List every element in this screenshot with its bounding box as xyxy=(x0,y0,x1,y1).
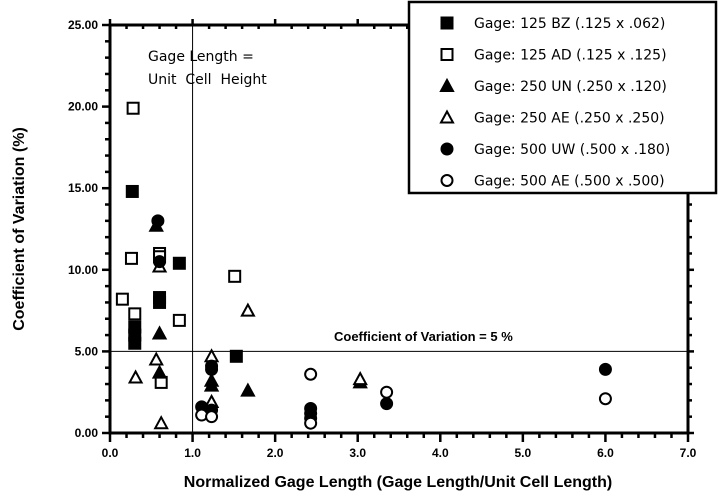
vertical-line-label-1: Gage Length = xyxy=(148,49,254,65)
plot-border xyxy=(108,23,690,435)
legend-entry: Gage: 125 AD (.125 x .125) xyxy=(474,48,667,64)
legend-marker-square-open xyxy=(440,48,454,61)
series-3 xyxy=(127,258,368,430)
legend-entry: Gage: 250 UN (.250 x .120) xyxy=(474,79,667,95)
x-tick-label: 4.0 xyxy=(432,446,449,460)
legend-entry: Gage: 125 BZ (.125 x .062) xyxy=(474,16,665,32)
data-point-circle-open xyxy=(304,367,318,381)
legend-marker-triangle-open xyxy=(439,109,455,124)
y-tick-labels: 0.00 5.00 10.00 15.00 20.00 25.00 xyxy=(68,18,98,440)
x-axis-label: Normalized Gage Length (Gage Length/Unit… xyxy=(184,474,612,491)
plot-frame xyxy=(108,23,690,435)
data-point-triangle-filled xyxy=(151,364,168,379)
data-point-circle-filled xyxy=(153,255,167,269)
y-tick-label: 5.00 xyxy=(75,344,99,358)
data-point-triangle-open xyxy=(240,302,256,317)
x-tick-label: 2.0 xyxy=(267,446,284,460)
data-point-circle-open xyxy=(304,416,318,430)
legend-entry: Gage: 500 AE (.500 x .500) xyxy=(474,174,665,190)
series-2 xyxy=(148,217,368,397)
x-tick-label: 3.0 xyxy=(349,446,366,460)
y-axis-label: Coefficient of Variation (%) xyxy=(11,127,28,331)
y-tick-label: 10.00 xyxy=(68,263,98,277)
x-tick-labels: 0.0 1.0 2.0 3.0 4.0 5.0 6.0 7.0 xyxy=(102,446,697,460)
legend-marker-circle-open xyxy=(440,174,454,187)
data-point-square-filled xyxy=(153,295,167,309)
data-point-square-open xyxy=(228,269,242,283)
data-point-triangle-open xyxy=(352,371,368,386)
data-point-circle-filled xyxy=(151,214,165,228)
data-point-square-filled xyxy=(128,336,142,350)
legend-box xyxy=(407,0,718,195)
x-tick-label: 5.0 xyxy=(515,446,532,460)
x-tick-label: 7.0 xyxy=(680,446,697,460)
data-points xyxy=(115,101,612,430)
legend-marker-square-filled xyxy=(440,16,454,30)
data-point-circle-open xyxy=(598,392,612,406)
x-tick-label: 1.0 xyxy=(184,446,201,460)
series-0 xyxy=(125,184,243,363)
reference-lines xyxy=(110,25,688,433)
data-point-square-filled xyxy=(229,349,243,363)
data-point-triangle-open xyxy=(153,415,169,430)
data-point-square-open xyxy=(172,313,186,327)
legend-marker-circle-filled xyxy=(440,142,454,156)
data-point-circle-open xyxy=(205,410,219,424)
y-tick-label: 15.00 xyxy=(68,181,98,195)
data-point-square-filled xyxy=(172,256,186,270)
data-point-square-open xyxy=(126,101,140,115)
data-point-circle-open xyxy=(380,385,394,399)
data-point-triangle-open xyxy=(127,369,144,384)
x-tick-label: 6.0 xyxy=(597,446,614,460)
data-point-triangle-open xyxy=(148,351,164,366)
horizontal-line-label: Coefficient of Variation = 5 % xyxy=(334,329,513,344)
data-point-circle-filled xyxy=(598,362,612,376)
legend-marker-triangle-filled xyxy=(439,77,455,92)
series-4 xyxy=(151,214,612,425)
legend: Gage: 125 BZ (.125 x .062) Gage: 125 AD (… xyxy=(407,0,718,195)
data-point-square-open xyxy=(124,251,138,265)
data-point-triangle-filled xyxy=(151,325,168,340)
data-point-triangle-filled xyxy=(203,377,220,392)
legend-entry: Gage: 250 AE (.250 x .250) xyxy=(474,111,665,127)
y-tick-label: 20.00 xyxy=(68,100,98,114)
vertical-line-label-2: Unit Cell Height xyxy=(148,72,267,88)
data-point-triangle-filled xyxy=(240,382,256,397)
series-5 xyxy=(195,367,612,430)
data-point-square-open xyxy=(128,307,142,321)
y-tick-label: 25.00 xyxy=(68,18,98,32)
x-tick-label: 0.0 xyxy=(102,446,119,460)
legend-entry: Gage: 500 UW (.500 x .180) xyxy=(474,142,670,158)
data-point-square-open xyxy=(115,292,129,306)
y-tick-label: 0.00 xyxy=(75,426,99,440)
data-point-square-filled xyxy=(125,184,139,198)
data-point-circle-filled xyxy=(380,397,394,411)
data-point-circle-filled xyxy=(205,362,219,376)
